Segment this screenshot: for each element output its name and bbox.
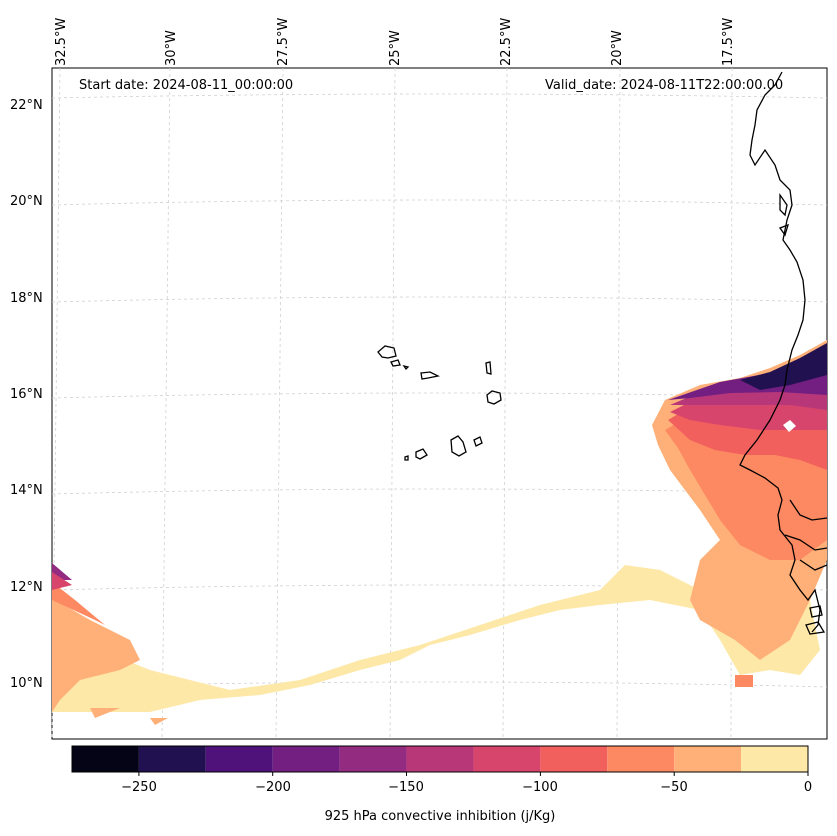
colorbar-ticks	[138, 772, 809, 776]
colorbar-tick-label: −200	[255, 780, 291, 795]
island-brava	[404, 455, 409, 461]
coastal-feature-1	[779, 192, 788, 217]
lat-label-12n: 12°N	[10, 580, 43, 595]
lat-label-10n: 10°N	[10, 676, 43, 691]
gridline-lat-12	[51, 584, 828, 591]
valid-date-label: Valid_date: 2024-08-11T22:00:00.00	[545, 78, 784, 93]
island-bijagos-1	[809, 605, 823, 618]
island-santiago	[450, 435, 467, 457]
colorbar	[72, 746, 808, 772]
lat-label-20n: 20°N	[10, 194, 43, 209]
colorbar-label: 925 hPa convective inhibition (j/Kg)	[324, 809, 556, 824]
cin-east-darkest	[740, 343, 827, 390]
gridline-lon-30	[161, 67, 171, 740]
island-santa-luzia	[402, 364, 410, 371]
lon-label-30w: 30°W	[164, 30, 179, 66]
guinea-coast	[799, 559, 828, 571]
colorbar-swatch	[540, 746, 608, 772]
gridline-lon-22-5	[502, 67, 508, 740]
gridline-lon-27-5	[275, 67, 284, 740]
colorbar-tick-label: −50	[660, 780, 688, 795]
colorbar-swatch	[138, 746, 206, 772]
gridline-lat-22	[51, 93, 828, 99]
lat-label-14n: 14°N	[10, 483, 43, 498]
gridline-lat-14	[51, 488, 828, 495]
gridline-lat-16	[51, 392, 828, 399]
cin-west-patch-2	[150, 718, 168, 725]
lon-label-22-5w: 22.5°W	[499, 17, 514, 66]
island-sao-vicente	[390, 359, 401, 367]
colorbar-swatch	[205, 746, 273, 772]
lon-label-25w: 25°W	[388, 30, 403, 66]
cin-field	[52, 340, 827, 725]
lat-label-22n: 22°N	[10, 98, 43, 113]
island-maio	[473, 436, 483, 447]
colorbar-tick-label: −100	[522, 780, 558, 795]
cin-east-patch	[735, 675, 753, 687]
gridline-lat-20	[51, 199, 828, 206]
island-sao-nicolau	[420, 371, 440, 380]
cin-band-0-25	[52, 565, 820, 712]
colorbar-tick-label: 0	[803, 780, 813, 795]
colorbar-swatch	[339, 746, 407, 772]
coastlines	[377, 71, 828, 635]
start-date-label: Start date: 2024-08-11_00:00:00	[79, 78, 294, 93]
gridline-lat-18	[51, 296, 828, 303]
cin-west-red	[52, 572, 72, 590]
african-coastline	[739, 71, 821, 633]
island-bijagos-2	[805, 621, 826, 635]
cin-east-purple	[668, 345, 827, 400]
colorbar-swatch	[741, 746, 808, 772]
lon-label-20w: 20°W	[610, 30, 625, 66]
island-sal	[485, 361, 492, 375]
gridline-lon-20	[616, 67, 621, 740]
colorbar-swatch	[674, 746, 742, 772]
cin-hole	[783, 420, 796, 432]
colorbar-swatch	[72, 746, 139, 772]
colorbar-swatch	[272, 746, 340, 772]
cin-west-patch	[90, 708, 120, 718]
colorbar-swatch	[607, 746, 675, 772]
gambia-coast	[789, 499, 828, 521]
island-fogo	[415, 448, 428, 460]
lon-label-27-5w: 27.5°W	[276, 17, 291, 66]
lat-label-18n: 18°N	[10, 291, 43, 306]
colorbar-tick-label: −250	[121, 780, 157, 795]
colorbar-tick-label: −150	[388, 780, 424, 795]
gridline-lon-25	[389, 67, 396, 740]
colorbar-frame	[71, 745, 809, 773]
lon-label-32-5w: 32.5°W	[54, 17, 69, 66]
cin-west-light	[52, 598, 140, 712]
island-boa-vista	[486, 390, 502, 405]
coastal-feature-2	[778, 223, 789, 237]
island-santo-antao	[377, 345, 397, 359]
lon-label-17-5w: 17.5°W	[721, 17, 736, 66]
guinea-bissau-coast	[784, 534, 828, 551]
colorbar-swatch	[406, 746, 474, 772]
lat-label-16n: 16°N	[10, 387, 43, 402]
colorbar-swatch	[473, 746, 541, 772]
